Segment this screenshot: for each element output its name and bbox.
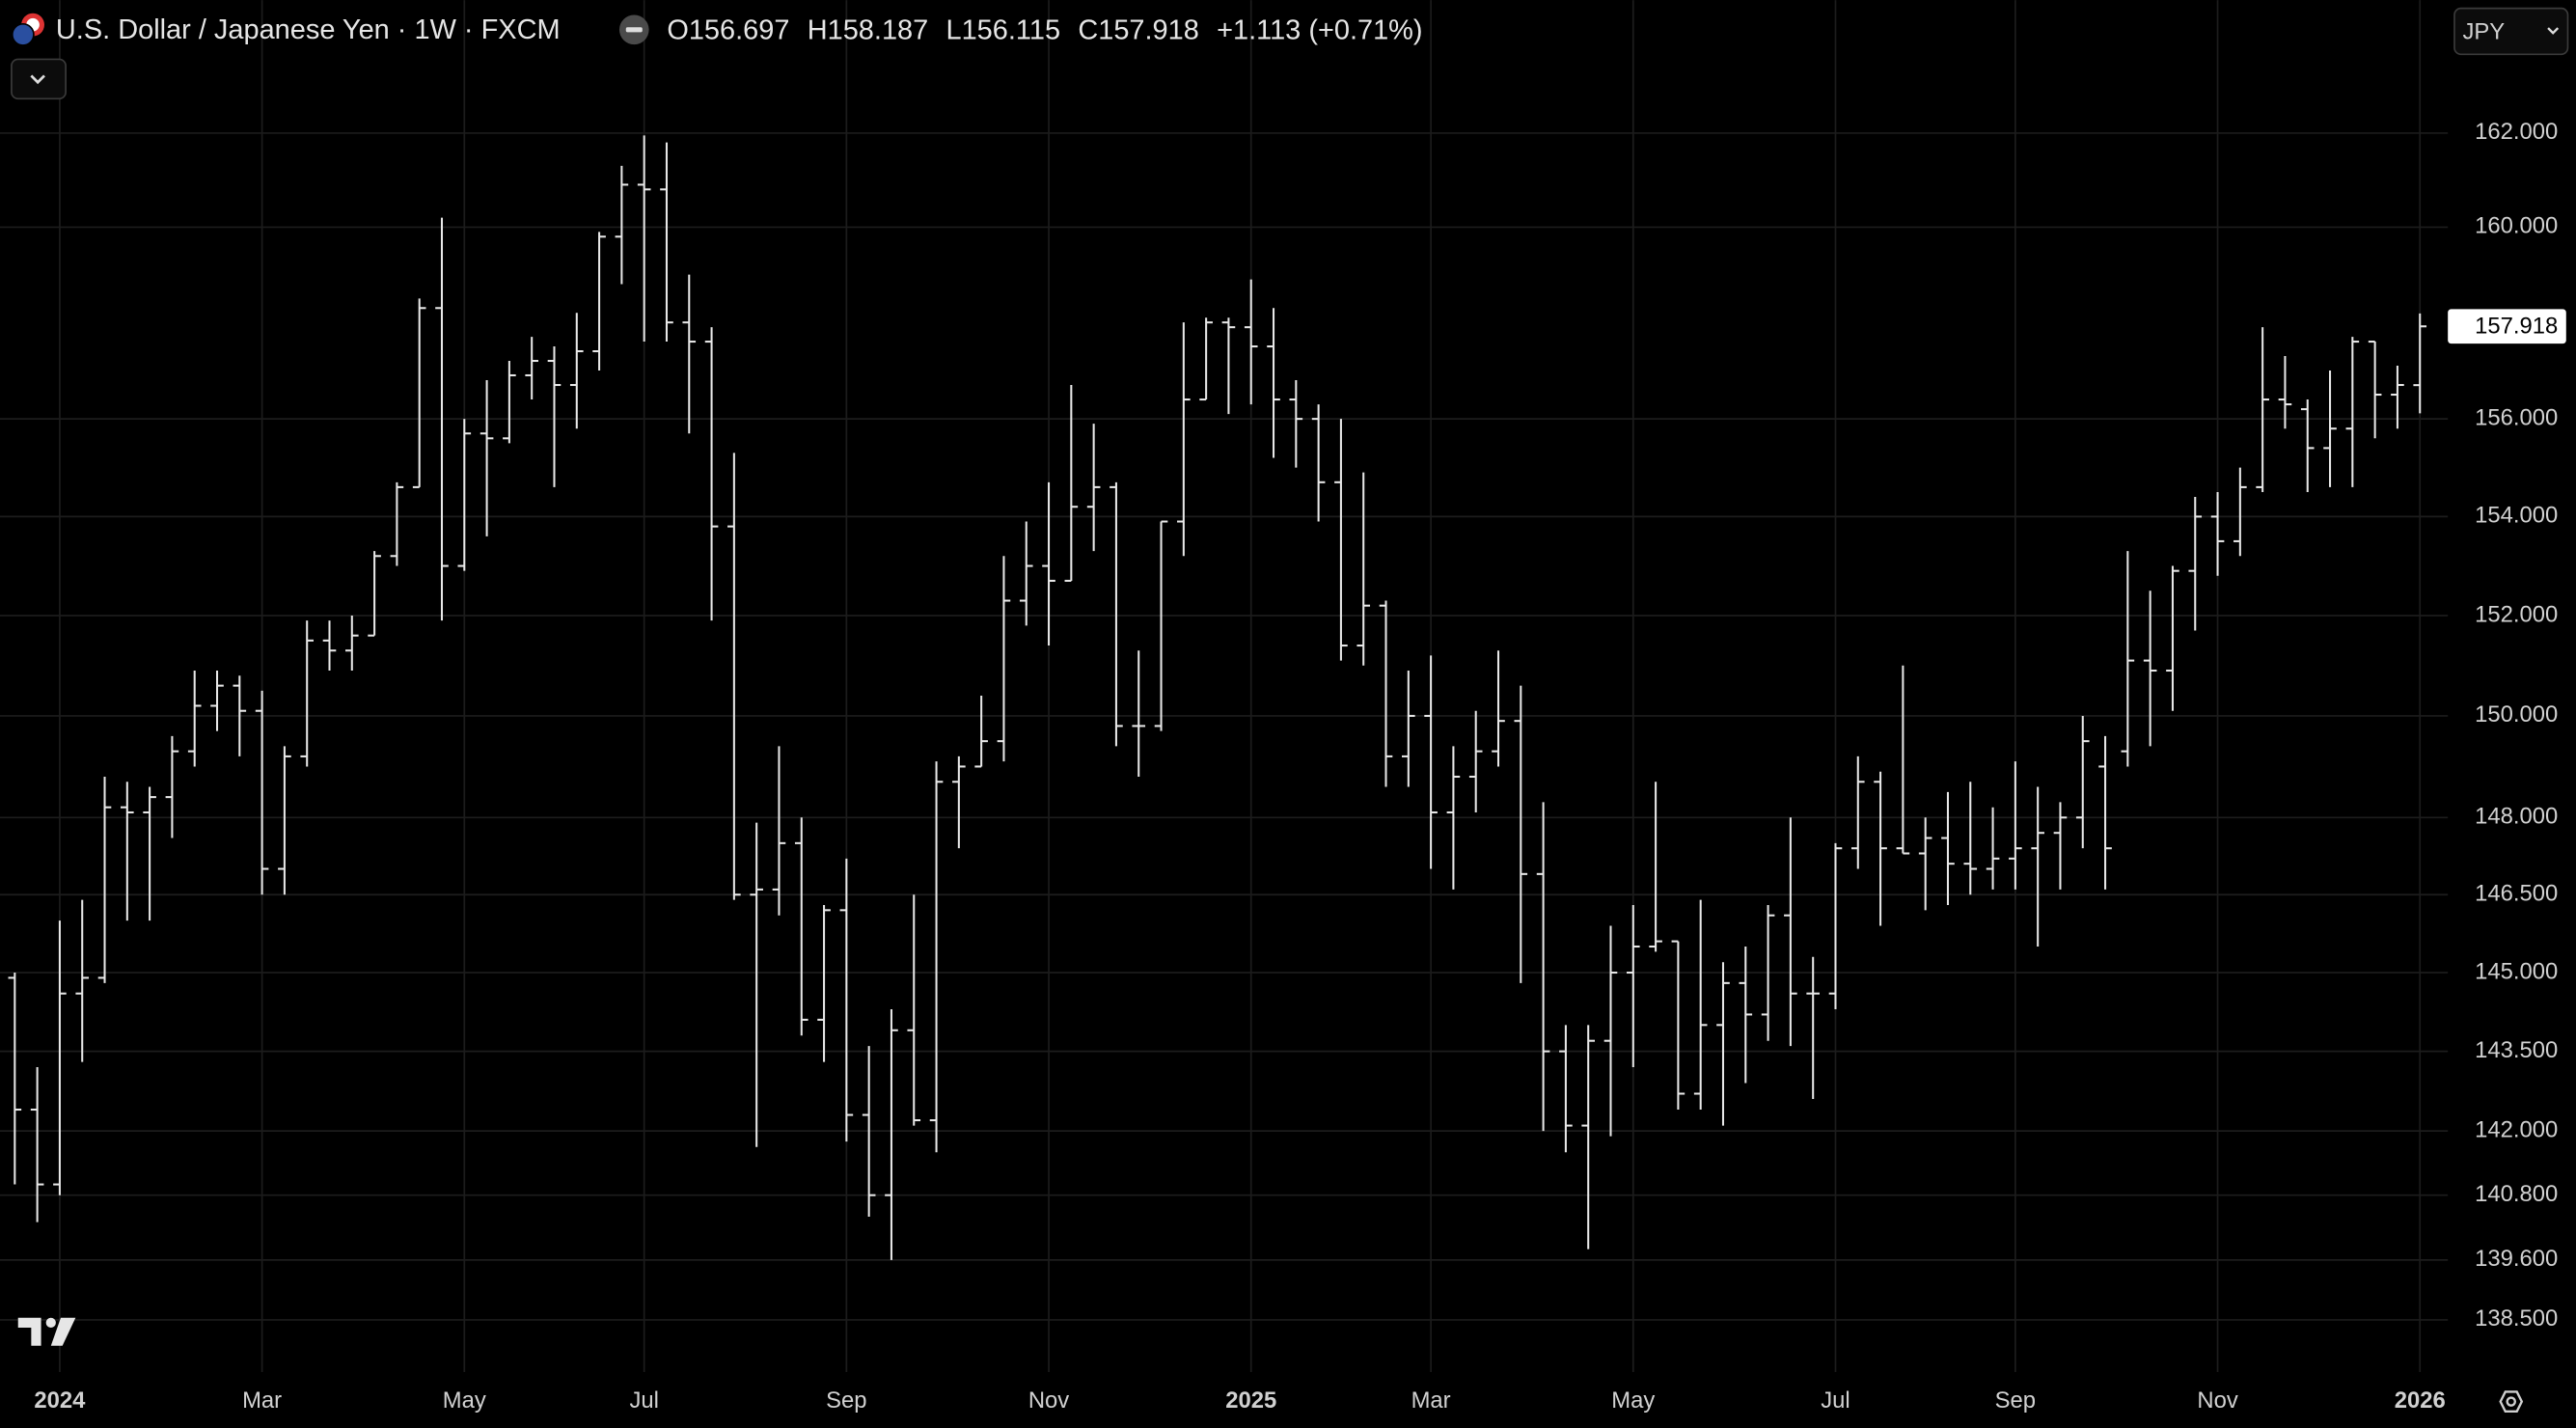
ohlc-readout: O156.697 H158.187 L156.115 C157.918 +1.1… [667,14,1422,45]
open-value: 156.697 [689,14,790,45]
bars [8,135,2427,1260]
high-label: H [808,14,828,45]
currency-button[interactable]: JPY [2453,7,2569,56]
x-tick-label: Mar [1411,1387,1451,1414]
grid [0,0,2449,1372]
y-tick-label: 142.000 [2475,1116,2558,1142]
y-tick-label: 152.000 [2475,601,2558,627]
x-tick-label: May [1611,1387,1655,1414]
overlay: 138.500 139.600 140.800 142.000 143.500 145.0… [34,119,2566,1414]
y-tick-label: 146.500 [2475,881,2558,907]
last-price-label: 157.918 [2475,313,2558,339]
flag-icon [11,13,44,46]
x-tick-label: Nov [2197,1387,2237,1414]
x-tick-label: 2024 [34,1387,86,1414]
y-tick-label: 154.000 [2475,503,2558,529]
y-tick-label: 140.800 [2475,1181,2558,1207]
y-tick-label: 150.000 [2475,701,2558,728]
currency-label: JPY [2463,18,2506,44]
x-tick-label: Nov [1028,1387,1069,1414]
x-tick-label: 2025 [1225,1387,1276,1414]
y-tick-label: 160.000 [2475,213,2558,239]
x-tick-label: Jul [629,1387,658,1414]
x-tick-label: Sep [826,1387,866,1414]
x-tick-label: Jul [1821,1387,1850,1414]
y-tick-label: 143.500 [2475,1037,2558,1063]
y-tick-label: 138.500 [2475,1305,2558,1332]
y-tick-label: 156.000 [2475,404,2558,430]
y-tick-label: 139.600 [2475,1246,2558,1272]
close-value: 157.918 [1098,14,1199,45]
low-label: L [946,14,962,45]
tradingview-logo [17,1317,76,1346]
y-tick-label: 148.000 [2475,804,2558,830]
x-tick-label: 2026 [2395,1387,2446,1414]
symbol-title: U.S. Dollar / Japanese Yen · 1W · FXCM [56,14,561,45]
x-tick-label: Mar [242,1387,282,1414]
change: +1.113 (+0.71%) [1217,14,1422,45]
settings-icon[interactable] [2499,1390,2524,1414]
close-label: C [1078,14,1098,45]
collapse-button[interactable] [11,58,67,100]
last-price-box [2448,309,2566,344]
y-tick-label: 162.000 [2475,119,2558,145]
low-value: 156.115 [962,14,1060,45]
high-value: 158.187 [828,14,929,45]
y-tick-label: 145.000 [2475,958,2558,984]
visibility-toggle[interactable] [618,14,649,45]
open-label: O [667,14,689,45]
x-tick-label: May [443,1387,486,1414]
x-tick-label: Sep [1995,1387,2036,1414]
